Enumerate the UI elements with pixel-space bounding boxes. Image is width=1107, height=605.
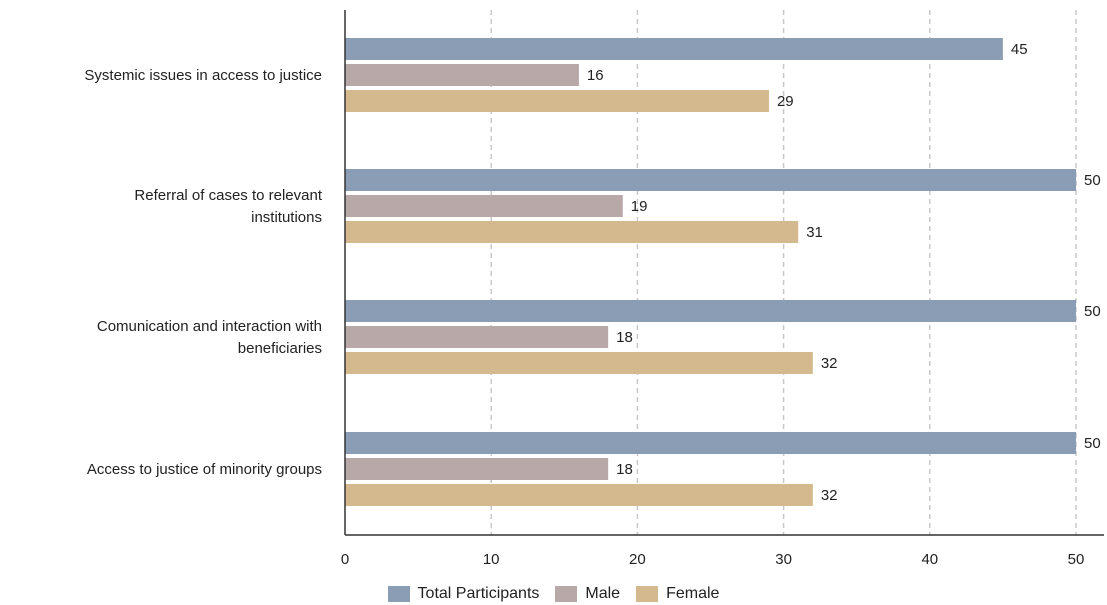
data-label-0-0: 45: [1011, 41, 1028, 58]
bar-0-1: [345, 64, 579, 86]
x-tick-label-3: 30: [775, 551, 792, 568]
legend-swatch-2: [636, 586, 659, 602]
category-label-3-0: Access to justice of minority groups: [87, 461, 322, 478]
bar-3-1: [345, 458, 609, 480]
data-label-1-0: 50: [1084, 172, 1101, 189]
legend-label-2: Female: [666, 585, 720, 602]
bar-3-0: [345, 432, 1076, 454]
data-label-1-1: 19: [631, 198, 648, 215]
category-label-1-1: institutions: [251, 209, 322, 226]
bar-chart: 45 16 29 Systemic issues in access to justi…: [84, 10, 1104, 568]
data-label-0-1: 16: [587, 67, 604, 84]
x-tick-label-4: 40: [921, 551, 938, 568]
bar-2-1: [345, 326, 609, 348]
bar-0-0: [345, 38, 1003, 60]
data-label-3-0: 50: [1084, 435, 1101, 452]
x-tick-label-0: 0: [341, 551, 349, 568]
data-label-2-1: 18: [616, 329, 633, 346]
bar-2-2: [345, 352, 813, 374]
legend-label-1: Male: [585, 585, 621, 602]
legend-label-0: Total Participants: [417, 585, 540, 602]
data-label-1-2: 31: [806, 224, 823, 241]
legend-swatch-0: [387, 586, 410, 602]
bar-0-2: [345, 90, 769, 112]
legend-item-1: Male: [555, 585, 620, 603]
legend-swatch-1: [555, 586, 578, 602]
x-tick-label-2: 20: [629, 551, 646, 568]
bar-2-0: [345, 300, 1076, 322]
category-label-2-1: beneficiaries: [238, 340, 322, 357]
x-tick-label-5: 50: [1068, 551, 1085, 568]
data-label-2-2: 32: [821, 355, 838, 372]
bar-1-1: [345, 195, 623, 217]
bar-1-0: [345, 169, 1076, 191]
legend-item-0: Total Participants: [387, 585, 540, 603]
bar-1-2: [345, 221, 799, 243]
legend: Total Participants Male Female: [0, 584, 1107, 604]
category-label-0-0: Systemic issues in access to justice: [84, 67, 322, 84]
legend-item-2: Female: [636, 585, 719, 603]
data-label-3-2: 32: [821, 487, 838, 504]
data-label-2-0: 50: [1084, 303, 1101, 320]
data-label-3-1: 18: [616, 461, 633, 478]
bar-3-2: [345, 484, 813, 506]
category-label-1-0: Referral of cases to relevant: [134, 187, 322, 204]
x-tick-label-1: 10: [483, 551, 500, 568]
data-label-0-2: 29: [777, 93, 794, 110]
category-label-2-0: Comunication and interaction with: [97, 318, 322, 335]
